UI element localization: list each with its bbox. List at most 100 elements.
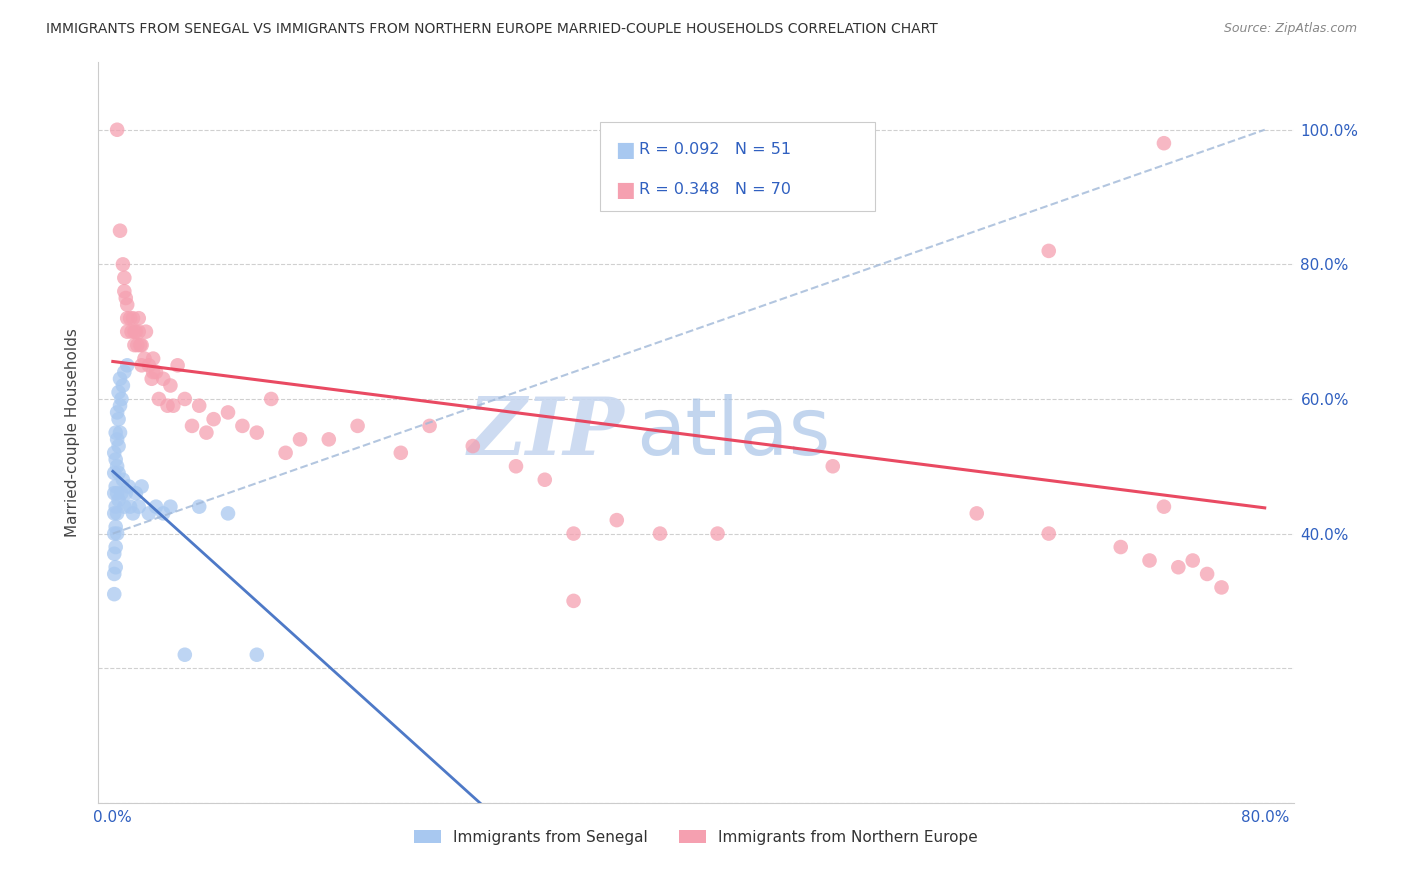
Point [111, 378, 134, 392]
Point [145, 365, 167, 379]
Point [110, 486, 132, 500]
Point [288, 433, 311, 447]
Point [152, 372, 174, 386]
Point [108, 399, 131, 413]
FancyBboxPatch shape [600, 121, 876, 211]
Point [111, 257, 134, 271]
Point [115, 311, 138, 326]
Point [131, 359, 153, 373]
Point [217, 507, 239, 521]
Point [260, 392, 283, 406]
Point [112, 500, 135, 514]
Point [110, 392, 132, 406]
Point [103, 446, 125, 460]
Point [138, 507, 160, 521]
Text: atlas: atlas [637, 393, 831, 472]
Point [562, 526, 585, 541]
Point [606, 513, 628, 527]
Point [112, 285, 135, 299]
Point [246, 648, 269, 662]
Point [188, 399, 211, 413]
Point [115, 359, 138, 373]
Point [103, 526, 125, 541]
Point [121, 325, 143, 339]
Point [533, 473, 555, 487]
Point [159, 378, 181, 392]
Point [142, 365, 165, 379]
Point [142, 351, 165, 366]
Point [125, 486, 148, 500]
Point [346, 418, 368, 433]
Point [107, 412, 129, 426]
Point [1181, 553, 1204, 567]
Point [152, 507, 174, 521]
Y-axis label: Married-couple Households: Married-couple Households [65, 328, 80, 537]
Point [104, 479, 127, 493]
Point [115, 298, 138, 312]
Point [1153, 136, 1175, 151]
Point [108, 425, 131, 440]
Point [274, 446, 297, 460]
Point [505, 459, 527, 474]
Text: R = 0.348   N = 70: R = 0.348 N = 70 [638, 182, 790, 197]
Point [461, 439, 484, 453]
Point [104, 520, 127, 534]
Point [195, 425, 218, 440]
Point [129, 338, 152, 352]
Point [105, 122, 128, 136]
Point [1197, 566, 1219, 581]
Point [122, 507, 145, 521]
Point [127, 338, 149, 352]
Point [104, 560, 127, 574]
Point [115, 325, 138, 339]
Point [246, 425, 269, 440]
Point [105, 433, 128, 447]
Point [821, 459, 844, 474]
Point [148, 392, 170, 406]
Point [104, 452, 127, 467]
Point [124, 338, 146, 352]
Point [112, 365, 135, 379]
Point [188, 500, 211, 514]
Point [107, 439, 129, 453]
Point [107, 466, 129, 480]
Point [1109, 540, 1132, 554]
Point [1167, 560, 1189, 574]
Point [419, 418, 441, 433]
Point [120, 311, 142, 326]
Point [122, 311, 145, 326]
Point [162, 399, 184, 413]
Point [111, 473, 134, 487]
Point [181, 418, 204, 433]
Point [118, 479, 141, 493]
Point [103, 587, 125, 601]
Point [202, 412, 225, 426]
Point [966, 507, 988, 521]
Point [112, 270, 135, 285]
Point [120, 500, 142, 514]
Point [103, 507, 125, 521]
Point [104, 540, 127, 554]
Point [134, 351, 156, 366]
Point [145, 500, 167, 514]
Point [124, 325, 146, 339]
Point [103, 486, 125, 500]
Point [1211, 581, 1233, 595]
Point [156, 399, 179, 413]
Point [128, 311, 150, 326]
Point [141, 372, 163, 386]
Point [166, 359, 188, 373]
Point [138, 359, 160, 373]
Point [104, 500, 127, 514]
Point [173, 392, 195, 406]
Legend: Immigrants from Senegal, Immigrants from Northern Europe: Immigrants from Senegal, Immigrants from… [408, 823, 984, 851]
Point [107, 492, 129, 507]
Point [105, 459, 128, 474]
Point [125, 325, 148, 339]
Point [1038, 526, 1060, 541]
Point [318, 433, 340, 447]
Point [706, 526, 728, 541]
Point [159, 500, 181, 514]
Point [173, 648, 195, 662]
Point [1038, 244, 1060, 258]
